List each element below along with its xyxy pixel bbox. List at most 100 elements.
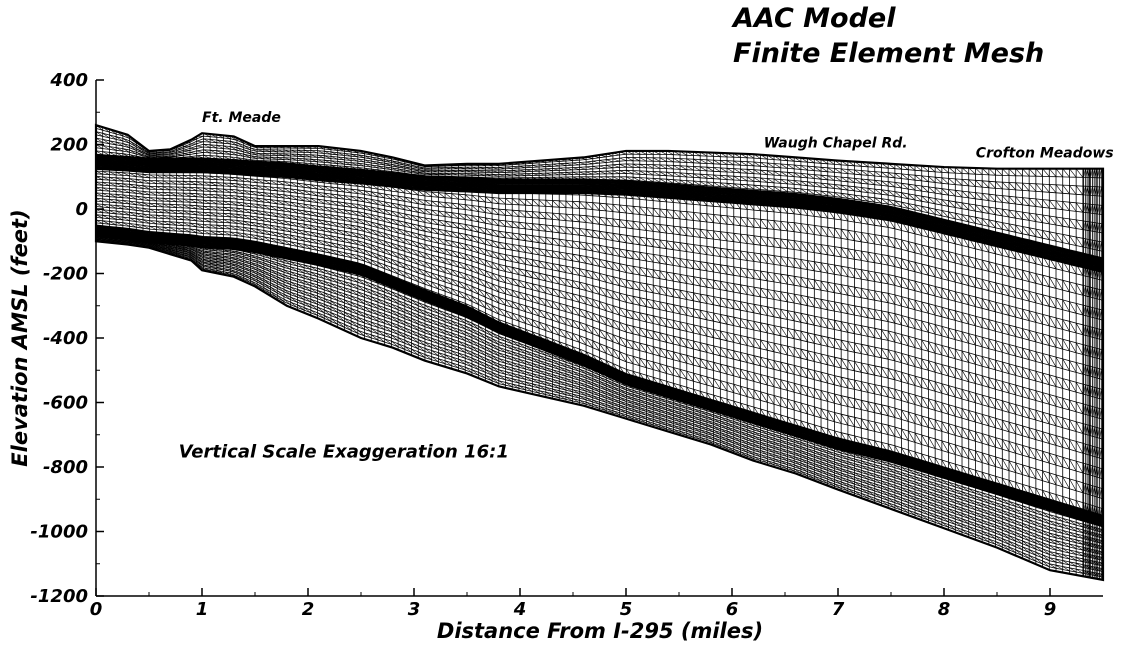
mesh-diag-line-3698 (921, 263, 929, 276)
mesh-diag-line-3295 (827, 463, 835, 469)
mesh-diag-line-590 (223, 243, 231, 247)
mesh-diag-line-4735 (1096, 550, 1099, 554)
mesh-diag-line-1351 (397, 161, 405, 166)
mesh-diag-line-1670 (465, 313, 473, 321)
mesh-diag-line-845 (283, 165, 291, 167)
mesh-diag-line-4306 (1055, 455, 1063, 468)
mesh-diag-line-2317 (612, 204, 620, 213)
mesh-diag-line-2103 (565, 172, 573, 175)
mesh-diag-line-4097 (1008, 460, 1016, 473)
mesh-diag-line-651 (236, 248, 244, 252)
mesh-diag-line-3725 (928, 217, 936, 221)
mesh-diag-line-2708 (699, 229, 708, 239)
mesh-diag-line-486 (203, 163, 211, 168)
mesh-diag-line-92 (115, 141, 124, 147)
mesh-diag-line-3280 (827, 282, 835, 293)
mesh-diag-line-813 (277, 157, 285, 160)
mesh-diag-line-334 (169, 158, 177, 160)
mesh-diag-line-4200 (1035, 168, 1043, 177)
mesh-diag-line-3701 (921, 320, 929, 333)
mesh-diag-line-4723 (1095, 407, 1099, 418)
mesh-diag-line-1572 (444, 239, 453, 247)
mesh-diag-line-1592 (451, 170, 459, 173)
mesh-diag-line-271 (156, 152, 164, 154)
mesh-diag-line-1457 (418, 277, 426, 285)
mesh-diag-line-1097 (337, 250, 345, 257)
mesh-diag-line-3556 (887, 406, 896, 418)
mesh-diag-line-3164 (800, 349, 808, 360)
mesh-diag-line-1630 (458, 223, 466, 230)
mesh-diag-line-4724 (1095, 427, 1099, 438)
mesh-diag-line-4233 (1042, 214, 1050, 225)
mesh-diag-line-833 (277, 267, 285, 273)
mesh-diag-line-1024 (324, 164, 332, 168)
mesh-diag-line-3661 (914, 174, 922, 182)
mesh-diag-line-824 (277, 219, 285, 225)
mesh-diag-line-4576 (1089, 465, 1091, 476)
mesh-diag-line-160 (129, 184, 137, 189)
mesh-diag-line-101 (116, 188, 123, 193)
mesh-diag-line-4530 (1088, 168, 1090, 178)
mesh-diag-line-2162 (579, 166, 587, 170)
mesh-diag-line-3015 (767, 358, 775, 370)
mesh-diag-line-183 (136, 152, 144, 157)
mesh-diag-line-2558 (666, 225, 674, 235)
mesh-diag-line-2860 (733, 266, 741, 277)
mesh-diag-line-197 (136, 224, 144, 229)
mesh-diag-line-3490 (874, 290, 882, 302)
mesh-diag-line-3036 (773, 203, 782, 213)
mesh-diag-line-1377 (397, 331, 406, 338)
mesh-diag-line-3304 (834, 192, 842, 198)
mesh-diag-line-2989 (760, 417, 768, 423)
mesh-diag-line-1408 (404, 340, 412, 347)
mesh-diag-line-3539 (881, 500, 889, 506)
mesh-diag-line-2817 (720, 436, 728, 442)
mesh-diag-line-2349 (619, 234, 627, 243)
mesh-diag-line-4107 (1008, 535, 1016, 542)
mesh-diag-line-3941 (975, 335, 983, 348)
mesh-diag-line-667 (243, 171, 251, 177)
mesh-diag-line-3996 (988, 242, 996, 254)
mesh-diag-line-3739 (928, 465, 936, 471)
mesh-diag-line-1999 (538, 340, 546, 346)
mesh-diag-line-2821 (726, 160, 734, 166)
mesh-diag-line-3095 (787, 195, 795, 197)
mesh-diag-line-3791 (941, 326, 949, 338)
mesh-diag-line-1790 (491, 327, 500, 334)
mesh-diag-line-2633 (679, 408, 687, 413)
mesh-diag-line-841 (283, 149, 291, 153)
mesh-diag-line-3302 (834, 176, 842, 182)
mesh-diag-line-2302 (606, 379, 614, 385)
mesh-diag-line-2869 (733, 409, 741, 414)
mesh-diag-line-825 (277, 226, 285, 231)
mesh-diag-line-443 (189, 245, 197, 250)
mesh-diag-line-349 (169, 236, 177, 239)
mesh-diag-line-3721 (928, 176, 936, 183)
mesh-diag-line-104 (116, 205, 123, 210)
mesh-diag-line-4408 (1075, 562, 1084, 568)
mesh-diag-line-3991 (988, 181, 996, 189)
mesh-diag-line-2939 (747, 453, 755, 459)
mesh-diag-line-3051 (773, 429, 781, 435)
mesh-diag-line-4228 (1035, 551, 1043, 559)
mesh-diag-line-192 (136, 195, 144, 201)
mesh-diag-line-3176 (800, 458, 808, 464)
mesh-diag-line-128 (122, 172, 130, 177)
mesh-diag-line-1037 (324, 248, 332, 254)
mesh-diag-line-4456 (1083, 463, 1086, 474)
mesh-diag-line-2812 (720, 416, 728, 422)
mesh-diag-line-4663 (1093, 406, 1097, 418)
mesh-diag-line-4195 (1028, 531, 1037, 538)
mesh-diag-line-1573 (444, 249, 453, 256)
mesh-diag-line-4537 (1088, 286, 1090, 297)
mesh-diag-line-3117 (787, 458, 795, 464)
mesh-diag-line-865 (283, 279, 291, 285)
mesh-diag-line-1957 (532, 199, 540, 207)
mesh-diag-line-1880 (512, 335, 520, 341)
mesh-diag-line-3271 (827, 167, 835, 173)
mesh-diag-line-2061 (552, 354, 560, 361)
mesh-diag-line-1040 (324, 264, 332, 270)
mesh-diag-line-4444 (1083, 238, 1086, 248)
mesh-diag-line-1030 (324, 199, 332, 205)
mesh-diag-line-1973 (532, 358, 540, 364)
